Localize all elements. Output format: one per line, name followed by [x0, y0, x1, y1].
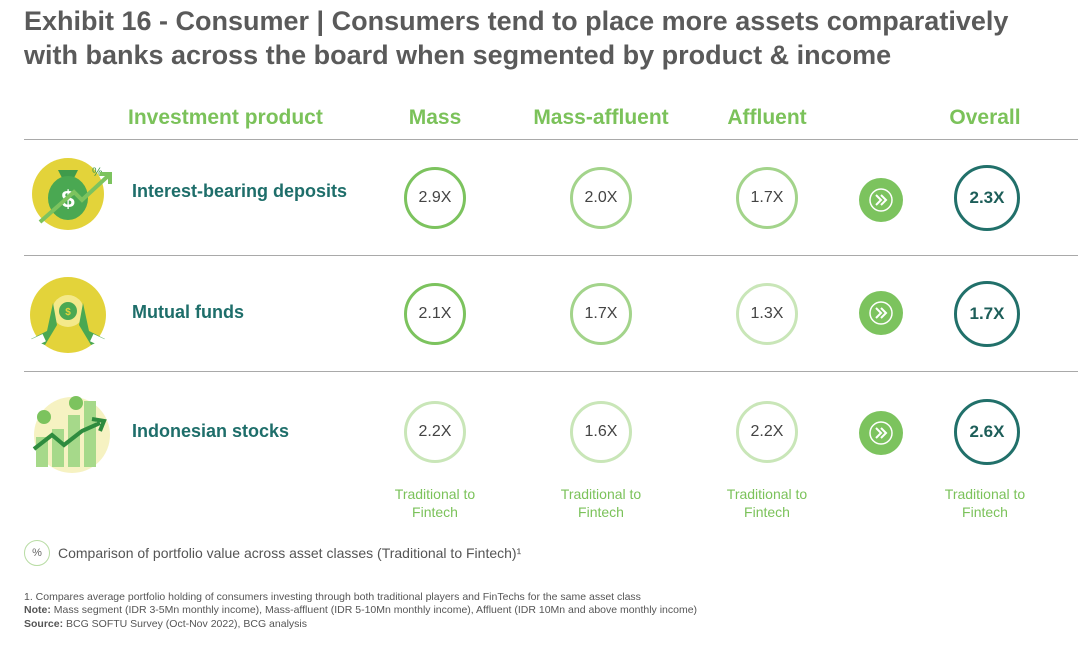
chart-title: Exhibit 16 - Consumer | Consumers tend t… [24, 6, 1009, 70]
money-bag-icon: $ % [32, 158, 112, 230]
value-circle: 1.6X [570, 401, 632, 463]
double-chevron-right-icon [859, 178, 903, 222]
double-chevron-right-icon [859, 411, 903, 455]
value-circle: 2.0X [570, 167, 632, 229]
divider [24, 371, 1078, 372]
svg-text:$: $ [65, 307, 71, 318]
percent-badge-icon: % [24, 540, 50, 566]
column-header-affluent: Affluent [727, 106, 807, 129]
column-header-mass-affluent: Mass-affluent [533, 106, 669, 129]
stock-chart-icon [32, 396, 110, 473]
source-line: Source: BCG SOFTU Survey (Oct-Nov 2022),… [24, 617, 307, 631]
value-circle: 2.2X [404, 401, 466, 463]
value-circle: 2.1X [404, 283, 466, 345]
divider [24, 139, 1078, 140]
source-label: Source: [24, 618, 64, 630]
note-text: Mass segment (IDR 3-5Mn monthly income),… [50, 604, 698, 616]
row-label-indonesian-stocks: Indonesian stocks [132, 421, 290, 441]
svg-text:%: % [92, 165, 103, 179]
legend: % Comparison of portfolio value across a… [24, 540, 521, 566]
coin-hands-icon: $ [28, 277, 108, 353]
legend-text: Comparison of portfolio value across ass… [58, 545, 522, 561]
value-circle: 1.3X [736, 283, 798, 345]
column-sublabel: Traditional to Fintech [394, 486, 476, 520]
value-circle: 2.9X [404, 167, 466, 229]
value-circle: 1.7X [570, 283, 632, 345]
double-chevron-right-icon [859, 291, 903, 335]
note-line: Note: Mass segment (IDR 3-5Mn monthly in… [24, 603, 697, 617]
column-sublabel: Traditional to Fintech [726, 486, 808, 520]
note-label: Note: [24, 604, 51, 616]
overall-value-circle: 2.3X [954, 165, 1020, 231]
column-header-mass: Mass [408, 106, 462, 129]
column-sublabel: Traditional to Fintech [944, 486, 1026, 520]
column-header-overall: Overall [949, 106, 1021, 129]
overall-value-circle: 1.7X [954, 281, 1020, 347]
footnote: 1. Compares average portfolio holding of… [24, 591, 641, 603]
row-label-interest-bearing-deposits: Interest-bearing deposits [132, 181, 348, 201]
divider [24, 255, 1078, 256]
source-text: BCG SOFTU Survey (Oct-Nov 2022), BCG ana… [63, 618, 307, 630]
column-sublabel: Traditional to Fintech [560, 486, 642, 520]
column-header-product: Investment product [128, 106, 323, 129]
value-circle: 1.7X [736, 167, 798, 229]
value-circle: 2.2X [736, 401, 798, 463]
overall-value-circle: 2.6X [954, 399, 1020, 465]
row-label-mutual-funds: Mutual funds [132, 302, 244, 322]
